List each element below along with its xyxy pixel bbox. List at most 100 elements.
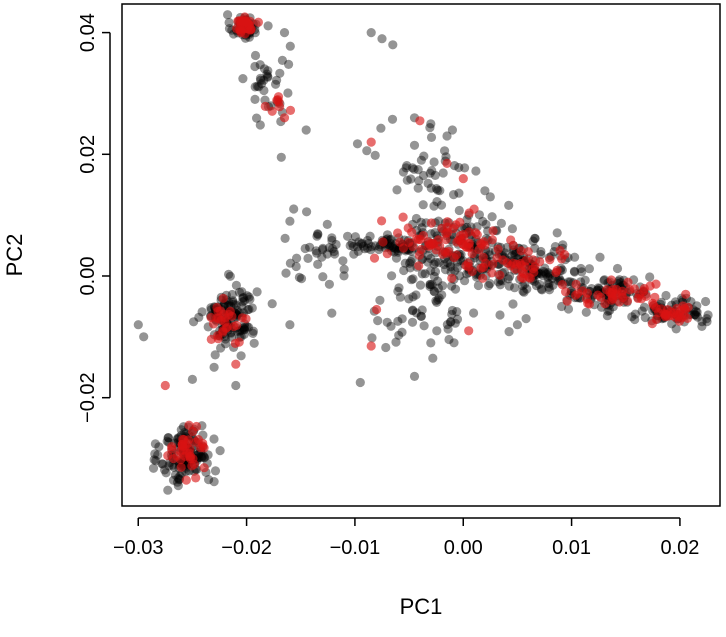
data-point <box>702 317 712 327</box>
data-point <box>196 452 206 462</box>
data-point <box>209 434 219 444</box>
data-point <box>283 88 293 98</box>
data-point <box>232 320 242 330</box>
data-point <box>439 259 449 270</box>
data-point <box>393 286 403 296</box>
x-tick-label: 0.01 <box>552 537 591 559</box>
data-point <box>330 249 340 259</box>
data-point <box>420 269 430 279</box>
data-point <box>405 258 415 268</box>
data-point <box>691 310 701 320</box>
data-point <box>239 293 249 303</box>
data-point <box>645 281 655 291</box>
data-point <box>576 263 586 274</box>
y-tick-label: 0.04 <box>77 13 99 52</box>
data-point <box>402 161 412 171</box>
data-point <box>607 291 617 301</box>
data-point <box>381 342 391 353</box>
data-point <box>311 246 321 256</box>
data-point <box>322 219 332 229</box>
data-point <box>232 305 242 315</box>
data-point <box>442 158 452 168</box>
data-point <box>154 442 164 452</box>
data-point <box>518 286 528 296</box>
data-point <box>294 272 304 282</box>
data-point <box>394 283 404 293</box>
data-point <box>540 263 550 273</box>
data-point <box>593 283 603 293</box>
data-point <box>416 155 426 165</box>
data-point <box>245 294 255 304</box>
data-point <box>389 243 399 253</box>
data-point <box>377 34 387 44</box>
data-point <box>386 234 396 244</box>
data-point <box>464 227 474 237</box>
data-point <box>424 241 434 251</box>
data-point <box>303 253 313 263</box>
data-point <box>184 448 194 458</box>
data-point <box>209 362 219 372</box>
data-point <box>639 302 650 312</box>
data-point <box>522 284 532 294</box>
data-point <box>354 237 364 247</box>
data-point <box>255 73 266 83</box>
data-point <box>339 271 349 281</box>
data-point <box>478 273 488 283</box>
data-point <box>406 257 416 267</box>
data-point <box>425 279 435 289</box>
data-point <box>425 281 435 292</box>
data-point <box>418 200 428 210</box>
data-point <box>350 232 360 242</box>
data-point <box>452 314 463 324</box>
data-point <box>521 256 531 266</box>
data-point <box>170 470 180 480</box>
data-point <box>181 475 191 485</box>
data-point <box>452 262 463 273</box>
data-point <box>263 21 273 31</box>
x-axis: −0.03 −0.02 −0.01 0.00 0.01 0.02 <box>113 517 699 559</box>
y-tick-label: −0.02 <box>77 372 99 423</box>
data-point <box>449 253 459 263</box>
data-point <box>163 433 173 443</box>
data-point <box>229 299 239 309</box>
data-point <box>411 290 421 300</box>
plot-frame <box>121 3 721 507</box>
data-point <box>409 371 420 381</box>
data-point <box>352 139 363 149</box>
x-tick-label: 0.00 <box>444 537 483 559</box>
data-point <box>640 312 650 323</box>
data-point <box>445 317 456 327</box>
data-point <box>461 261 471 271</box>
data-point <box>391 337 401 347</box>
y-tick-label: 0.00 <box>77 257 99 296</box>
data-point <box>148 463 159 473</box>
data-point <box>262 69 272 79</box>
data-point <box>203 450 213 460</box>
data-point <box>612 263 623 274</box>
data-point <box>174 474 185 484</box>
data-point <box>345 240 355 251</box>
data-point <box>528 236 538 246</box>
data-point <box>440 146 450 156</box>
data-point <box>239 329 249 339</box>
data-point <box>425 280 435 290</box>
data-point <box>242 322 252 332</box>
data-point <box>375 295 385 305</box>
data-point <box>503 274 513 284</box>
data-point <box>409 164 419 174</box>
data-point <box>206 334 216 344</box>
data-point <box>285 216 295 226</box>
data-point <box>169 462 179 472</box>
data-point <box>239 324 249 334</box>
data-point <box>426 266 436 276</box>
data-point <box>231 359 241 369</box>
data-point <box>416 244 426 255</box>
data-point <box>409 140 420 150</box>
data-point <box>661 290 671 301</box>
data-point <box>373 316 383 326</box>
data-point <box>199 463 209 473</box>
data-point <box>256 75 266 85</box>
data-point <box>433 276 443 286</box>
data-point <box>648 298 658 308</box>
data-point <box>469 308 479 318</box>
